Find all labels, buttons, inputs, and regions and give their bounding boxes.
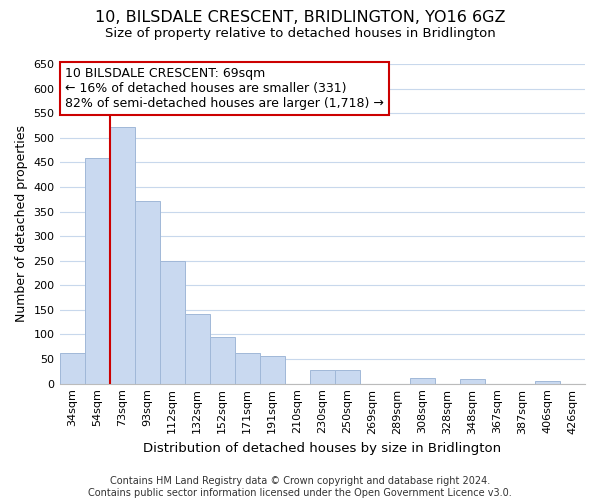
Text: 10, BILSDALE CRESCENT, BRIDLINGTON, YO16 6GZ: 10, BILSDALE CRESCENT, BRIDLINGTON, YO16… — [95, 10, 505, 25]
X-axis label: Distribution of detached houses by size in Bridlington: Distribution of detached houses by size … — [143, 442, 502, 455]
Text: 10 BILSDALE CRESCENT: 69sqm
← 16% of detached houses are smaller (331)
82% of se: 10 BILSDALE CRESCENT: 69sqm ← 16% of det… — [65, 67, 383, 110]
Bar — [410, 378, 435, 384]
Bar — [310, 370, 335, 384]
Bar — [260, 356, 285, 384]
Bar — [134, 201, 160, 384]
Bar — [235, 353, 260, 384]
Bar — [160, 260, 185, 384]
Bar — [335, 370, 360, 384]
Bar — [535, 381, 560, 384]
Text: Contains HM Land Registry data © Crown copyright and database right 2024.
Contai: Contains HM Land Registry data © Crown c… — [88, 476, 512, 498]
Text: Size of property relative to detached houses in Bridlington: Size of property relative to detached ho… — [104, 28, 496, 40]
Bar — [185, 314, 209, 384]
Bar — [85, 158, 110, 384]
Y-axis label: Number of detached properties: Number of detached properties — [15, 126, 28, 322]
Bar — [209, 337, 235, 384]
Bar — [460, 379, 485, 384]
Bar — [59, 353, 85, 384]
Bar — [110, 128, 134, 384]
